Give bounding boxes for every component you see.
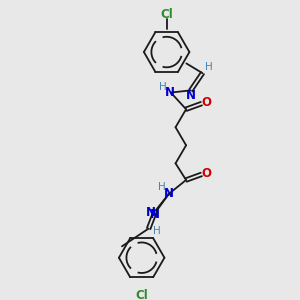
Text: O: O [201, 96, 211, 109]
Text: N: N [165, 85, 175, 98]
Text: H: H [158, 182, 165, 192]
Text: H: H [205, 62, 212, 72]
Text: N: N [146, 206, 156, 219]
Text: Cl: Cl [160, 8, 173, 20]
Text: Cl: Cl [135, 289, 148, 300]
Text: O: O [201, 167, 211, 180]
Text: H: H [152, 226, 160, 236]
Text: H: H [159, 82, 167, 92]
Text: N: N [164, 187, 174, 200]
Text: N: N [150, 208, 160, 221]
Text: N: N [186, 88, 196, 102]
